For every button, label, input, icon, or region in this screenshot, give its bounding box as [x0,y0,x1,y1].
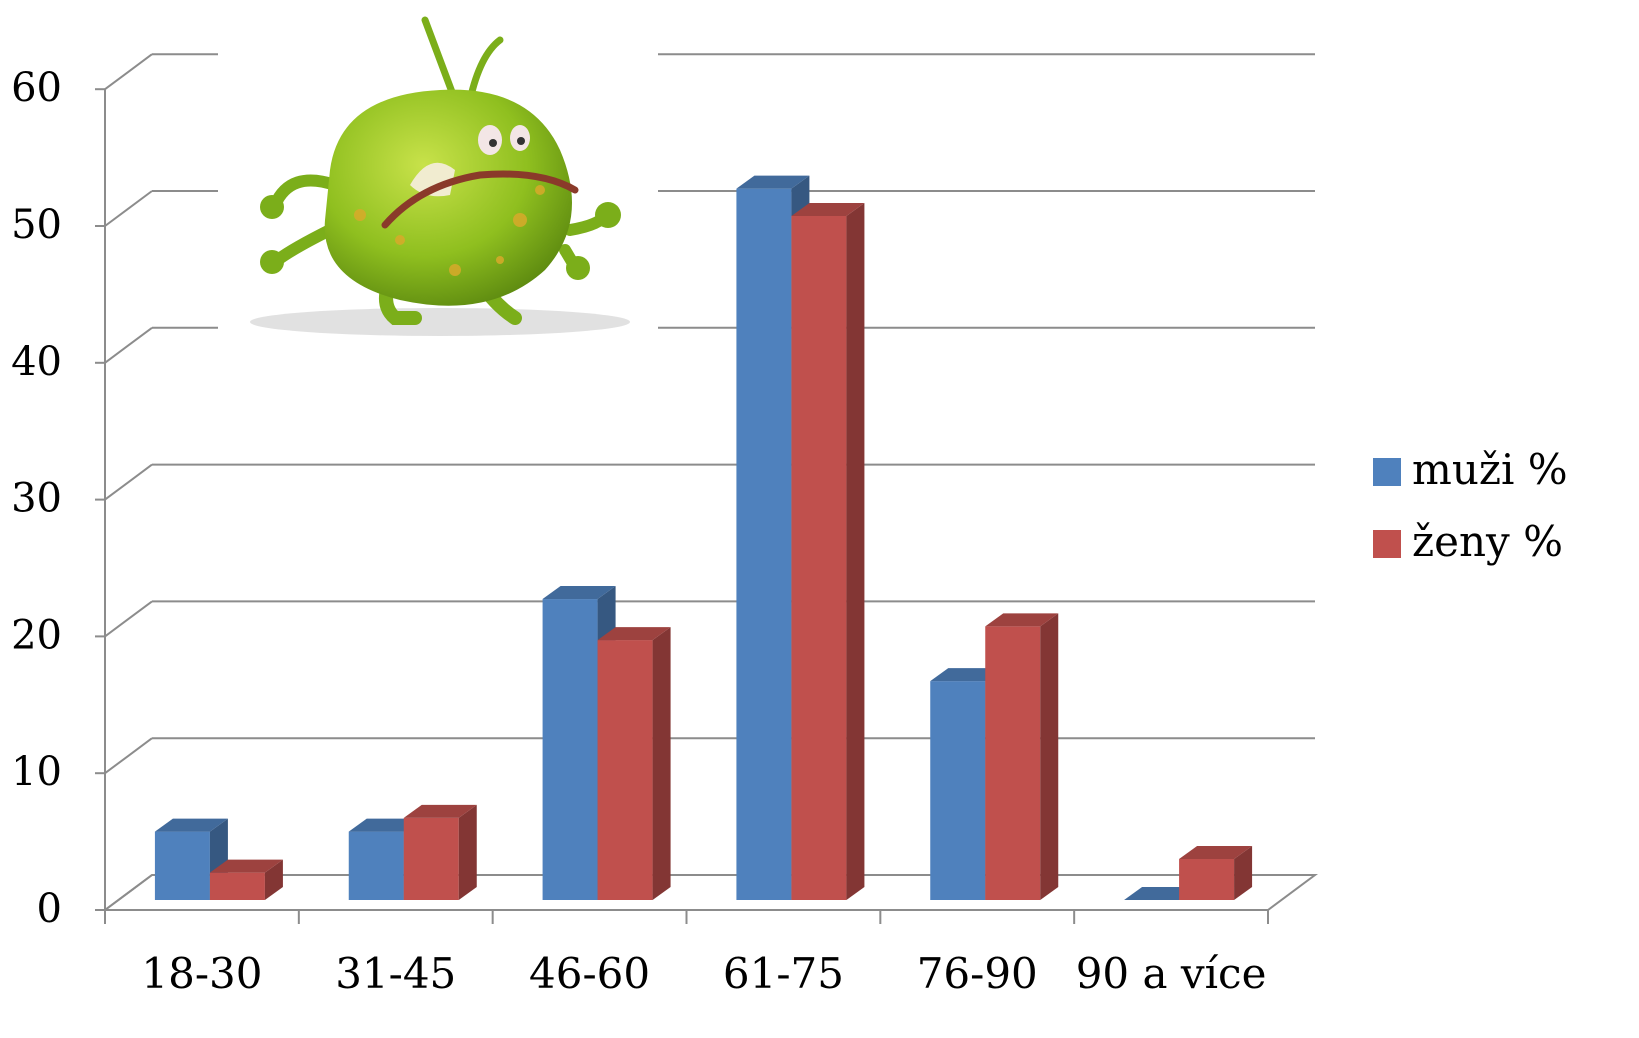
bar-front [985,626,1041,900]
x-axis-category-labels: 18-30 31-45 46-60 61-75 76-90 90 a více [141,949,1266,998]
bar-front [736,188,792,900]
legend-item: muži % [1373,445,1568,494]
legend-swatch [1373,458,1401,486]
bar-top [209,859,283,873]
bar-front [597,640,653,900]
y-tick-label: 60 [11,65,62,111]
bars [154,175,1253,900]
bar-top [791,203,865,216]
bar-zeny-1 [403,804,477,900]
bar-top [403,804,477,818]
bar-top [985,613,1059,627]
bar-muzi-5 [1124,887,1198,900]
gridline-connector [104,190,153,227]
bar-front [791,216,847,900]
germ-spot [535,185,545,195]
germ-hand [595,202,621,228]
germ-spot [395,235,405,245]
germ-hand [260,195,284,219]
x-category-label: 46-60 [529,949,650,998]
chart-floor [101,874,1319,911]
y-tick-label: 20 [11,612,62,658]
y-axis-tick-labels: 0 10 20 30 40 50 60 [11,65,62,932]
bar-top [736,175,810,189]
legend-item: ženy % [1373,517,1563,566]
germ-spot [496,256,504,264]
germ-pupil [489,139,497,147]
axes [95,88,1319,924]
bar-zeny-3 [791,203,865,900]
bar-top [348,818,422,832]
bar-top [542,586,616,600]
legend-swatch [1373,530,1401,558]
bar-top [597,627,671,641]
bar-front [154,831,210,900]
bar-front [209,872,265,900]
germ-pupil [517,137,525,145]
germ-eye [478,125,502,155]
gridline-connector [104,737,153,775]
bar-front [348,831,404,900]
bar-zeny-4 [985,613,1059,900]
germ-mouth [381,170,579,229]
germ-illustration [218,15,658,350]
x-category-label: 76-90 [917,949,1038,998]
bar-zeny-2 [597,627,671,900]
bar-front [930,681,986,900]
bar-front [542,599,598,900]
bar-top [154,818,228,832]
germ-spot [513,213,527,227]
y-tick-label: 30 [11,476,62,522]
bar-top [930,668,1004,682]
x-category-label: 18-30 [141,949,262,998]
gridline-connector [104,53,153,91]
y-tick-label: 40 [11,339,62,385]
x-category-label: 90 a více [1076,949,1267,998]
germ-hand [566,256,590,280]
bar-side [1040,613,1059,900]
bar-side [264,859,283,900]
bar-zeny-0 [209,859,283,900]
y-tick-label: 0 [37,886,62,932]
bar-side [846,203,865,900]
gridline-connector [104,600,153,638]
bar-front [1179,858,1235,900]
legend-label: ženy % [1412,517,1563,566]
bar-side [458,804,477,900]
legend-label: muži % [1412,445,1568,494]
x-category-label: 61-75 [723,949,844,998]
shadow [250,308,630,336]
bar-side [1234,845,1253,900]
germ-spot [354,209,366,221]
germ-spot [449,264,461,276]
gridline-connector [104,463,153,501]
germ-body [324,89,572,306]
bar-top [1124,887,1198,900]
bar-front [403,817,459,900]
bar-side [652,627,671,900]
y-tick-label: 10 [11,749,62,795]
y-tick-label: 50 [11,202,62,248]
germ-icon [260,16,621,325]
gridline-connector [104,326,153,364]
bar-top [1179,845,1253,859]
x-category-label: 31-45 [335,949,456,998]
bar-zeny-5 [1179,845,1253,900]
legend: muži % ženy % [1373,445,1568,566]
germ-hand [260,250,284,274]
